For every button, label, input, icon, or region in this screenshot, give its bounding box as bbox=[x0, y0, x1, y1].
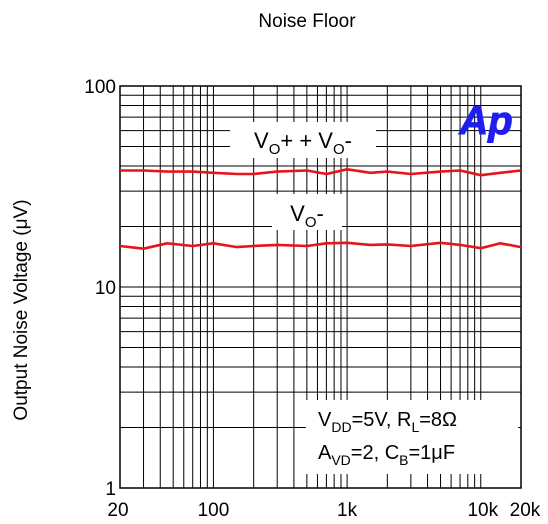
series-line-2 bbox=[119, 241, 522, 250]
annotation-line-1: VDD=5V, RL=8Ω bbox=[318, 409, 457, 435]
series-line-1 bbox=[120, 168, 522, 177]
data-series bbox=[119, 168, 522, 250]
x-tick-label: 10k bbox=[467, 500, 498, 521]
y-tick-label: 10 bbox=[95, 278, 116, 299]
y-tick-label: 100 bbox=[84, 77, 116, 98]
x-tick-label: 100 bbox=[198, 500, 230, 521]
y-axis-label: Output Noise Voltage (μV) bbox=[11, 199, 32, 420]
annotation-bg bbox=[306, 400, 518, 474]
axis-ticks: 20 100 1k 10k 20k 1 10 100 bbox=[84, 77, 541, 521]
series-label-1: VO+ + VO- bbox=[254, 128, 352, 158]
x-tick-label: 1k bbox=[337, 500, 358, 521]
series-label-2: VO- bbox=[290, 201, 324, 231]
series-label-bg-1 bbox=[230, 122, 376, 158]
series-label-bg-2 bbox=[272, 194, 342, 230]
series-labels: VO+ + VO- VO- bbox=[230, 122, 376, 231]
plot-frame bbox=[119, 85, 522, 489]
y-tick-label: 1 bbox=[105, 479, 116, 500]
ap-logo: Ap bbox=[458, 99, 512, 143]
chart-title: Noise Floor bbox=[258, 11, 356, 32]
x-tick-label: 20 bbox=[107, 500, 128, 521]
annotation-line-2: AVD=2, CB=1μF bbox=[318, 442, 455, 468]
conditions-annotation: VDD=5V, RL=8Ω AVD=2, CB=1μF bbox=[306, 400, 518, 474]
x-tick-label: 20k bbox=[510, 500, 541, 521]
